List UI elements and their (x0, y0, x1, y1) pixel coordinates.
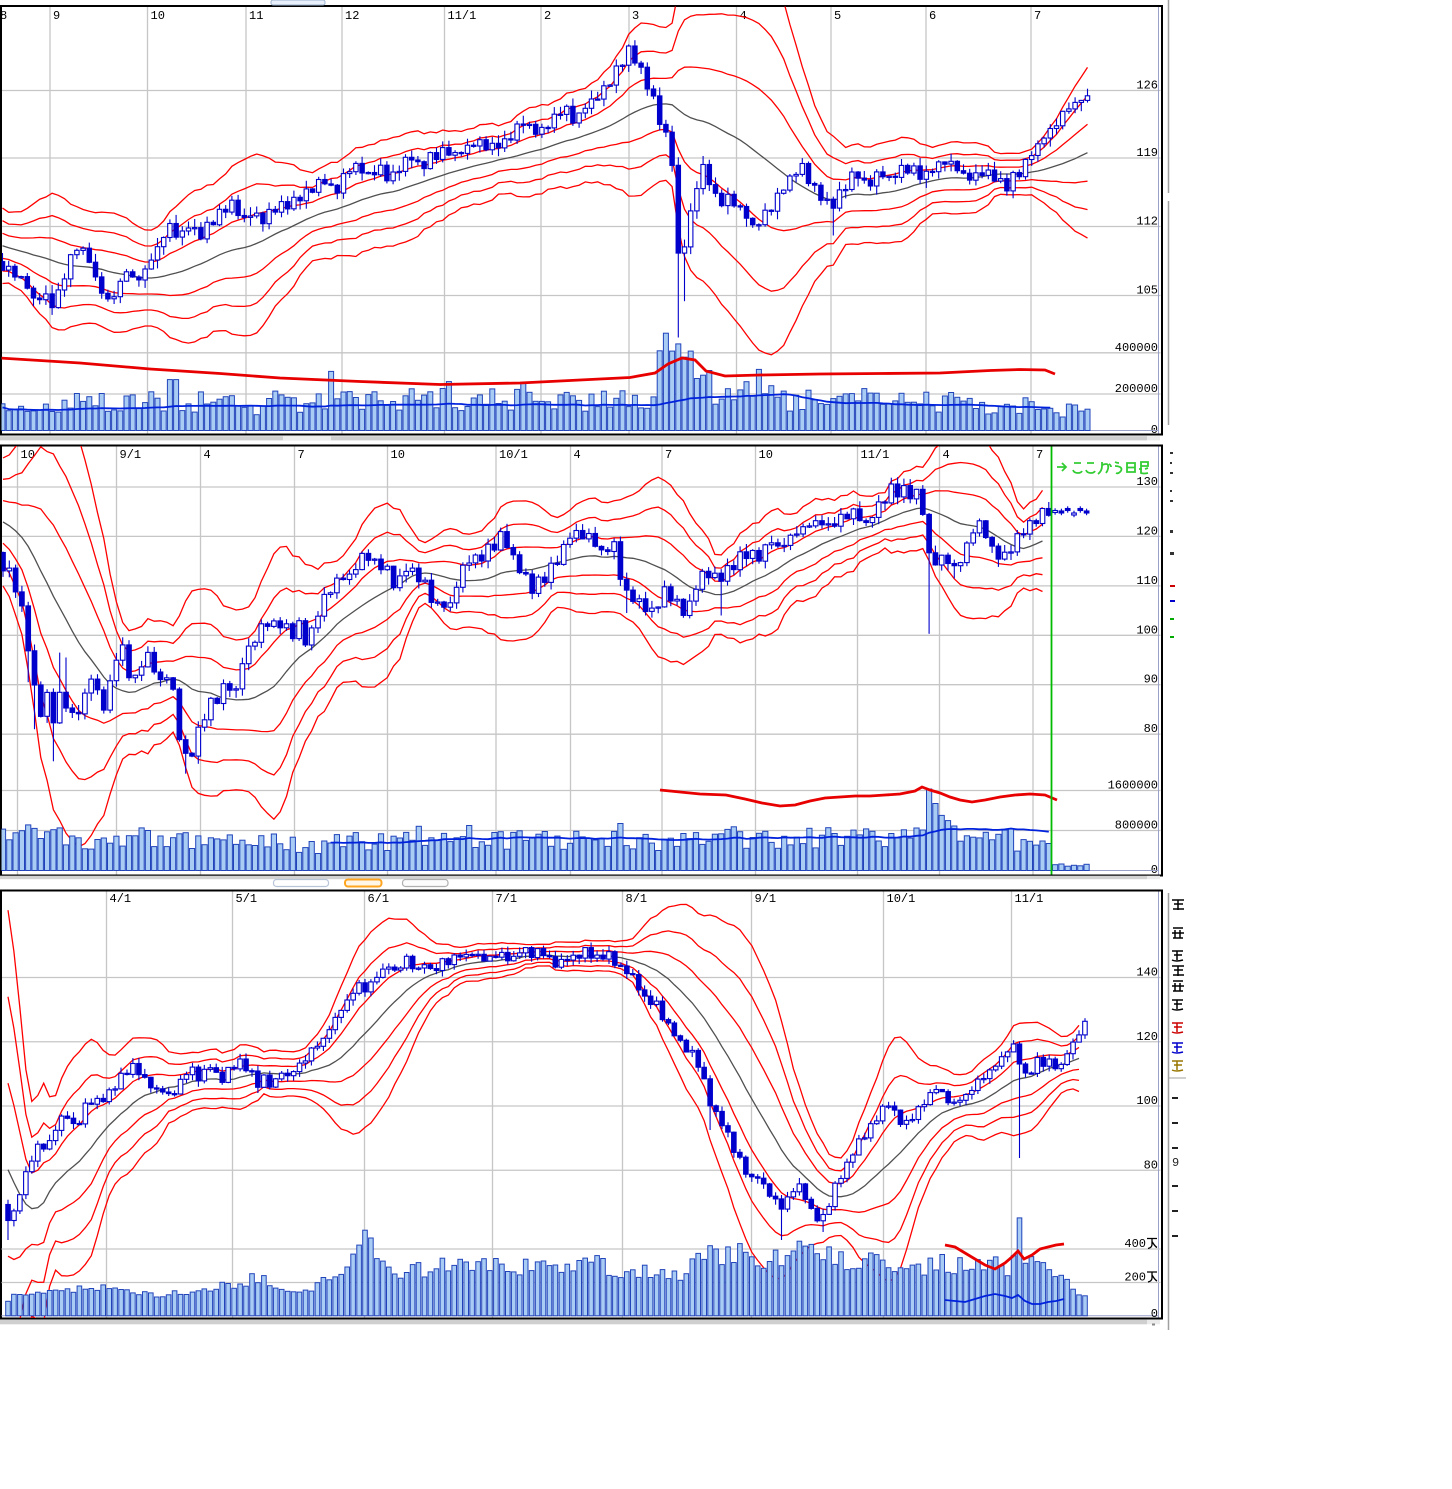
svg-text:400: 400 (1124, 1237, 1146, 1251)
svg-text:9/1: 9/1 (755, 892, 777, 906)
svg-text:100: 100 (1136, 1094, 1158, 1108)
svg-text:800000: 800000 (1115, 819, 1158, 833)
svg-text:11/1: 11/1 (1015, 892, 1044, 906)
svg-text:10: 10 (391, 448, 405, 462)
svg-text:6/1: 6/1 (368, 892, 390, 906)
svg-text:200000: 200000 (1115, 382, 1158, 396)
svg-text:9/1: 9/1 (120, 448, 142, 462)
svg-text:7: 7 (1034, 9, 1041, 23)
svg-text:1600000: 1600000 (1108, 779, 1158, 793)
svg-text:100: 100 (1136, 623, 1158, 637)
svg-text:11: 11 (249, 9, 263, 23)
svg-text:4: 4 (740, 9, 747, 23)
svg-text:4: 4 (943, 448, 950, 462)
svg-text:4/1: 4/1 (110, 892, 132, 906)
svg-text:5/1: 5/1 (236, 892, 258, 906)
svg-text:5: 5 (834, 9, 841, 23)
svg-text:80: 80 (1144, 722, 1158, 736)
svg-text:119: 119 (1136, 146, 1158, 160)
svg-text:10: 10 (759, 448, 773, 462)
svg-text:7/1: 7/1 (496, 892, 518, 906)
svg-text:4: 4 (574, 448, 581, 462)
svg-text:120: 120 (1136, 524, 1158, 538)
svg-text:10: 10 (151, 9, 165, 23)
svg-text:90: 90 (1144, 673, 1158, 687)
svg-text:110: 110 (1136, 574, 1158, 588)
svg-text:0: 0 (1151, 1307, 1158, 1321)
svg-text:10: 10 (21, 448, 35, 462)
svg-text:10/1: 10/1 (887, 892, 916, 906)
svg-text:9: 9 (53, 9, 60, 23)
svg-text:120: 120 (1136, 1030, 1158, 1044)
svg-text:8/1: 8/1 (626, 892, 648, 906)
svg-text:400000: 400000 (1115, 341, 1158, 355)
svg-text:4: 4 (204, 448, 211, 462)
svg-text:200: 200 (1124, 1271, 1146, 1285)
svg-text:6: 6 (929, 9, 936, 23)
svg-text:130: 130 (1136, 475, 1158, 489)
svg-text:9: 9 (1172, 1156, 1179, 1170)
svg-text:12: 12 (345, 9, 359, 23)
svg-text:105: 105 (1136, 284, 1158, 298)
svg-text:7: 7 (665, 448, 672, 462)
svg-text:140: 140 (1136, 966, 1158, 980)
svg-text:80: 80 (1144, 1158, 1158, 1172)
svg-text:7: 7 (298, 448, 305, 462)
svg-text:7: 7 (1036, 448, 1043, 462)
svg-text:112: 112 (1136, 215, 1158, 229)
svg-text:3: 3 (632, 9, 639, 23)
svg-text:2: 2 (544, 9, 551, 23)
svg-text:11/1: 11/1 (861, 448, 890, 462)
svg-text:11/1: 11/1 (448, 9, 477, 23)
svg-text:10/1: 10/1 (499, 448, 528, 462)
svg-text:126: 126 (1136, 79, 1158, 93)
svg-text:8: 8 (0, 9, 7, 23)
